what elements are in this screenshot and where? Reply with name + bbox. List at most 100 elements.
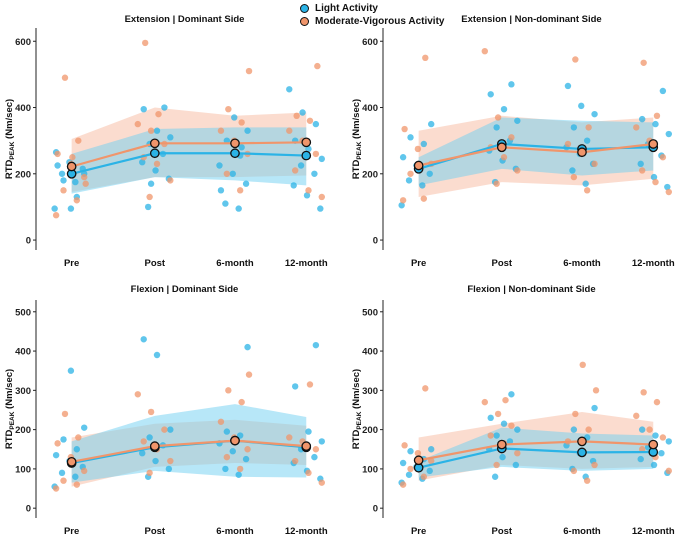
mean-marker-mv xyxy=(496,142,507,153)
data-point-mv xyxy=(414,145,422,153)
data-point-light xyxy=(161,104,168,111)
panel-2: Extension | Non-dominant Side 0 200 400 600 R… xyxy=(351,14,675,269)
data-point-mv xyxy=(245,371,253,378)
mean-marker-mv xyxy=(230,138,240,149)
y-tick-label: 100 xyxy=(362,464,378,475)
data-point-mv xyxy=(236,187,244,194)
data-point-mv xyxy=(61,74,69,81)
data-point-light xyxy=(153,127,161,134)
data-point-mv xyxy=(428,457,435,465)
data-point-mv xyxy=(238,398,245,406)
data-point-mv xyxy=(245,67,253,75)
y-tick-label: 600 xyxy=(362,37,378,48)
data-point-mv xyxy=(286,434,293,441)
data-point-light xyxy=(512,461,520,469)
data-point-mv xyxy=(75,434,82,441)
data-point-light xyxy=(60,436,67,443)
y-axis-label-main: RTD xyxy=(351,160,362,180)
data-point-light xyxy=(652,432,659,439)
data-point-light xyxy=(140,336,147,343)
data-point-light xyxy=(652,120,659,128)
legend-mv-marker xyxy=(300,17,309,26)
y-tick-label: 200 xyxy=(362,425,378,436)
mean-marker-mv xyxy=(301,441,312,451)
y-axis-label-unit: (Nm/sec) xyxy=(351,99,362,142)
legend-item-mv: Moderate-Vigorous Activity xyxy=(300,15,444,28)
data-point-light xyxy=(73,446,81,453)
data-point-light xyxy=(428,120,435,128)
data-point-light xyxy=(165,465,173,473)
panel-title: Flexion | Non-dominant Side xyxy=(467,284,595,295)
y-tick-label: 300 xyxy=(362,386,378,397)
data-point-mv xyxy=(305,187,312,194)
data-point-light xyxy=(317,205,324,212)
data-point-mv xyxy=(638,167,646,174)
x-tick-label: 12-month xyxy=(632,258,675,269)
data-point-mv xyxy=(161,426,168,433)
data-point-mv xyxy=(653,398,661,406)
data-point-mv xyxy=(141,39,149,47)
panel-1: Extension | Dominant Side 0 200 400 600 RTDPE… xyxy=(4,14,328,269)
y-axis-label: RTDPEAK (Nm/sec) xyxy=(351,99,363,179)
x-tick-label: 12-month xyxy=(285,258,328,269)
mean-marker-mv xyxy=(648,139,659,149)
x-tick-label: Post xyxy=(492,258,513,269)
data-point-mv xyxy=(420,195,428,202)
data-point-light xyxy=(238,144,245,151)
panel-title: Flexion | Dominant Side xyxy=(131,284,239,295)
data-point-mv xyxy=(579,361,586,369)
y-tick-label: 0 xyxy=(373,236,378,247)
data-point-light xyxy=(426,170,433,177)
data-point-light xyxy=(578,102,585,110)
data-point-mv xyxy=(646,426,653,433)
data-point-mv xyxy=(640,59,647,66)
data-point-light xyxy=(311,453,318,461)
data-point-mv xyxy=(583,187,591,194)
data-point-light xyxy=(51,205,58,212)
panel-3: Flexion | Dominant Side 0 100 200 300 400 500 R… xyxy=(4,284,328,537)
data-point-mv xyxy=(502,396,509,404)
y-tick-label: 100 xyxy=(15,464,31,475)
data-point-light xyxy=(229,170,236,177)
data-point-mv xyxy=(640,389,647,396)
data-point-mv xyxy=(500,154,508,161)
mean-line-mv xyxy=(71,141,307,168)
y-tick-label: 300 xyxy=(15,386,31,397)
data-point-mv xyxy=(73,481,81,488)
data-point-mv xyxy=(312,150,320,158)
mean-marker-mv xyxy=(577,436,587,447)
data-point-mv xyxy=(633,124,640,131)
data-point-mv xyxy=(305,469,312,477)
data-point-light xyxy=(665,438,672,445)
data-point-mv xyxy=(236,465,244,473)
data-point-mv xyxy=(652,178,659,186)
data-point-mv xyxy=(508,134,515,141)
data-point-mv xyxy=(147,127,155,134)
data-point-mv xyxy=(659,434,667,441)
data-point-mv xyxy=(312,446,320,453)
y-tick-label: 200 xyxy=(15,169,31,180)
data-point-light xyxy=(658,449,665,457)
y-tick-label: 500 xyxy=(15,307,31,318)
data-point-mv xyxy=(570,173,578,181)
data-point-mv xyxy=(69,154,76,161)
data-point-light xyxy=(222,465,229,473)
data-point-light xyxy=(223,428,231,435)
data-point-light xyxy=(514,426,521,433)
mean-marker-mv xyxy=(413,160,424,171)
data-point-light xyxy=(305,428,312,435)
data-point-light xyxy=(167,134,174,141)
y-axis-label-sub: PEAK xyxy=(356,411,363,429)
data-point-light xyxy=(405,471,413,478)
data-point-light xyxy=(67,367,75,374)
data-point-light xyxy=(493,432,500,439)
data-point-light xyxy=(638,115,646,123)
data-point-mv xyxy=(223,453,231,461)
x-tick-label: Pre xyxy=(411,258,426,269)
data-point-light xyxy=(583,137,591,144)
data-point-mv xyxy=(494,114,502,121)
y-tick-label: 0 xyxy=(26,236,31,247)
x-tick-label: Pre xyxy=(411,526,426,536)
data-point-light xyxy=(216,162,223,169)
data-point-mv xyxy=(167,457,174,465)
